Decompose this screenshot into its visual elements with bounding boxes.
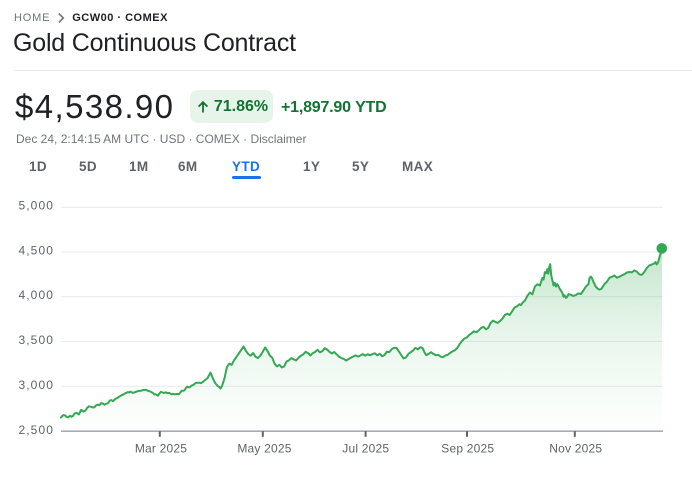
svg-text:3,500: 3,500 bbox=[18, 333, 54, 347]
svg-text:2,500: 2,500 bbox=[18, 423, 54, 437]
svg-text:May 2025: May 2025 bbox=[237, 442, 291, 456]
svg-text:Jul 2025: Jul 2025 bbox=[342, 442, 389, 456]
svg-text:5,000: 5,000 bbox=[18, 198, 54, 212]
svg-text:Nov 2025: Nov 2025 bbox=[549, 442, 602, 456]
svg-text:4,000: 4,000 bbox=[18, 288, 54, 302]
svg-text:Mar 2025: Mar 2025 bbox=[135, 442, 187, 456]
svg-text:4,500: 4,500 bbox=[18, 243, 54, 257]
svg-text:Sep 2025: Sep 2025 bbox=[441, 442, 494, 456]
svg-text:3,000: 3,000 bbox=[18, 378, 54, 392]
